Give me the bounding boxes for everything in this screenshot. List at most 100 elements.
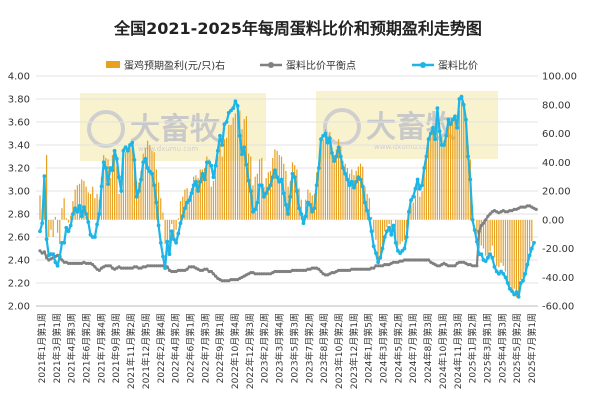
balance-point: [451, 264, 455, 268]
profit-bar: [463, 107, 465, 220]
profit-bar: [162, 212, 164, 220]
balance-point: [521, 205, 525, 209]
profit-bar: [116, 166, 118, 220]
ratio-point: [437, 129, 442, 134]
ratio-point: [211, 175, 216, 180]
ratio-point: [431, 125, 435, 130]
balance-point: [484, 218, 488, 222]
profit-bar: [76, 185, 78, 220]
balance-point: [525, 204, 530, 208]
profit-bar: [291, 162, 294, 220]
profit-bar: [452, 119, 454, 220]
ratio-point: [224, 120, 229, 124]
ratio-point: [303, 214, 308, 219]
ratio-point: [367, 216, 372, 221]
balance-point: [508, 209, 512, 213]
profit-bar: [166, 219, 168, 253]
balance-point: [225, 279, 229, 283]
balance-point: [391, 260, 396, 264]
x-tick-label: 2025年7月第1周: [526, 313, 538, 383]
profit-bar: [280, 156, 283, 220]
ratio-point: [297, 206, 301, 211]
ratio-point: [529, 246, 534, 251]
balance-point: [534, 207, 538, 211]
profit-bar: [300, 199, 302, 220]
profit-bar: [195, 175, 197, 220]
balance-point: [75, 261, 79, 265]
ratio-point: [262, 194, 266, 199]
ratio-point: [79, 214, 84, 219]
ratio-point: [284, 202, 288, 207]
profit-bar: [208, 159, 210, 220]
ratio-point: [213, 163, 218, 168]
profit-bar: [65, 218, 67, 220]
ratio-point: [174, 240, 179, 245]
profit-bar: [421, 191, 423, 220]
balance-point: [383, 263, 387, 267]
ratio-point: [338, 154, 343, 159]
x-tick-label: 2021年3月第1周: [51, 313, 63, 383]
y-left-tick-label: 3.60: [8, 118, 30, 129]
profit-bar: [430, 136, 432, 220]
balance-point: [277, 269, 281, 274]
ratio-point: [435, 106, 440, 111]
balance-point: [279, 269, 284, 274]
ratio-point: [218, 133, 222, 138]
balance-point: [449, 264, 453, 268]
balance-point: [181, 268, 185, 272]
legend-label: 蛋料比价: [438, 59, 478, 72]
balance-point: [231, 278, 235, 282]
profit-bar: [485, 219, 487, 256]
x-tick-label: 2024年3月第4周: [378, 313, 390, 383]
ratio-point: [40, 221, 45, 226]
profit-bar: [221, 156, 223, 220]
ratio-point: [156, 223, 161, 228]
ratio-point: [448, 122, 453, 127]
balance-point: [97, 268, 101, 272]
profit-bar: [432, 130, 434, 220]
profit-bar: [294, 165, 296, 220]
ratio-point: [246, 178, 251, 183]
profit-bar: [157, 182, 160, 220]
profit-bar: [287, 186, 289, 220]
ratio-point: [292, 175, 297, 180]
profit-bar: [164, 219, 166, 245]
x-tick-label: 2021年4月第3周: [66, 313, 78, 383]
balance-point: [512, 207, 516, 211]
profit-bar: [70, 215, 72, 220]
grid: [36, 75, 538, 307]
profit-bar: [111, 155, 114, 220]
profit-bar: [348, 173, 351, 220]
profit-bar: [511, 219, 513, 291]
profit-bar: [502, 219, 504, 266]
balance-point: [479, 223, 483, 228]
profit-bar: [401, 219, 403, 242]
balance-point: [411, 258, 415, 262]
profit-bar: [210, 186, 212, 220]
x-tick-label: 2024年10月第1周: [437, 313, 449, 389]
axes: 2.00 2.20 2.40 2.60 2.80 3.00 3.20 3.40 3.60 3.80…: [8, 72, 577, 390]
profit-bar: [373, 219, 375, 233]
x-tick-label: 2024年5月第2周: [392, 313, 404, 383]
ratio-point: [169, 229, 174, 234]
x-tick-label: 2023年8月第4周: [318, 313, 330, 383]
balance-point: [416, 258, 420, 262]
ratio-point: [288, 194, 293, 199]
ratio-point: [332, 159, 337, 164]
ratio-point: [490, 255, 495, 260]
balance-point: [427, 258, 431, 262]
ratio-point: [466, 154, 470, 159]
ratio-point: [244, 162, 249, 167]
ratio-point: [501, 271, 506, 276]
profit-bar: [318, 163, 320, 220]
balance-point: [345, 268, 349, 272]
ratio-point: [172, 237, 176, 242]
balance-point: [361, 267, 365, 271]
profit-bar: [447, 122, 449, 220]
balance-point: [310, 266, 314, 270]
balance-point: [301, 268, 306, 272]
ratio-point: [86, 220, 91, 225]
profit-bar: [239, 110, 241, 220]
ratio-point: [407, 209, 411, 214]
x-tick-label: 2022年7月第3周: [199, 313, 211, 383]
